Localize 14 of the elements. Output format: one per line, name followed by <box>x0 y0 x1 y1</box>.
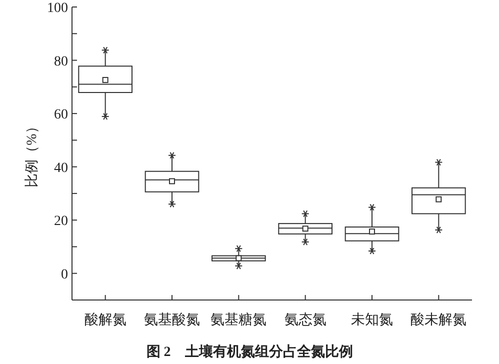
text: 图 2 土壤有机氮组分占全氮比例 <box>146 343 353 360</box>
y-tick-label: 40 <box>54 160 68 176</box>
x-tick-label: 酸解氮 <box>84 312 126 328</box>
y-tick-label: 100 <box>47 1 68 16</box>
x-tick-label: 氨态氮 <box>284 312 326 328</box>
x-tick-label: 未知氮 <box>351 312 393 328</box>
y-tick-label: 60 <box>54 108 68 123</box>
x-tick-label: 酸未解氮 <box>410 312 467 328</box>
x-tick-label: 氨基酸氮 <box>144 312 200 328</box>
y-tick-label: 0 <box>61 267 68 282</box>
y-tick-label: 80 <box>54 54 68 70</box>
y-tick-label: 20 <box>54 214 68 230</box>
y-axis-title: 比例（%） <box>24 120 40 188</box>
x-tick-label: 氨基糖氮 <box>210 312 267 328</box>
